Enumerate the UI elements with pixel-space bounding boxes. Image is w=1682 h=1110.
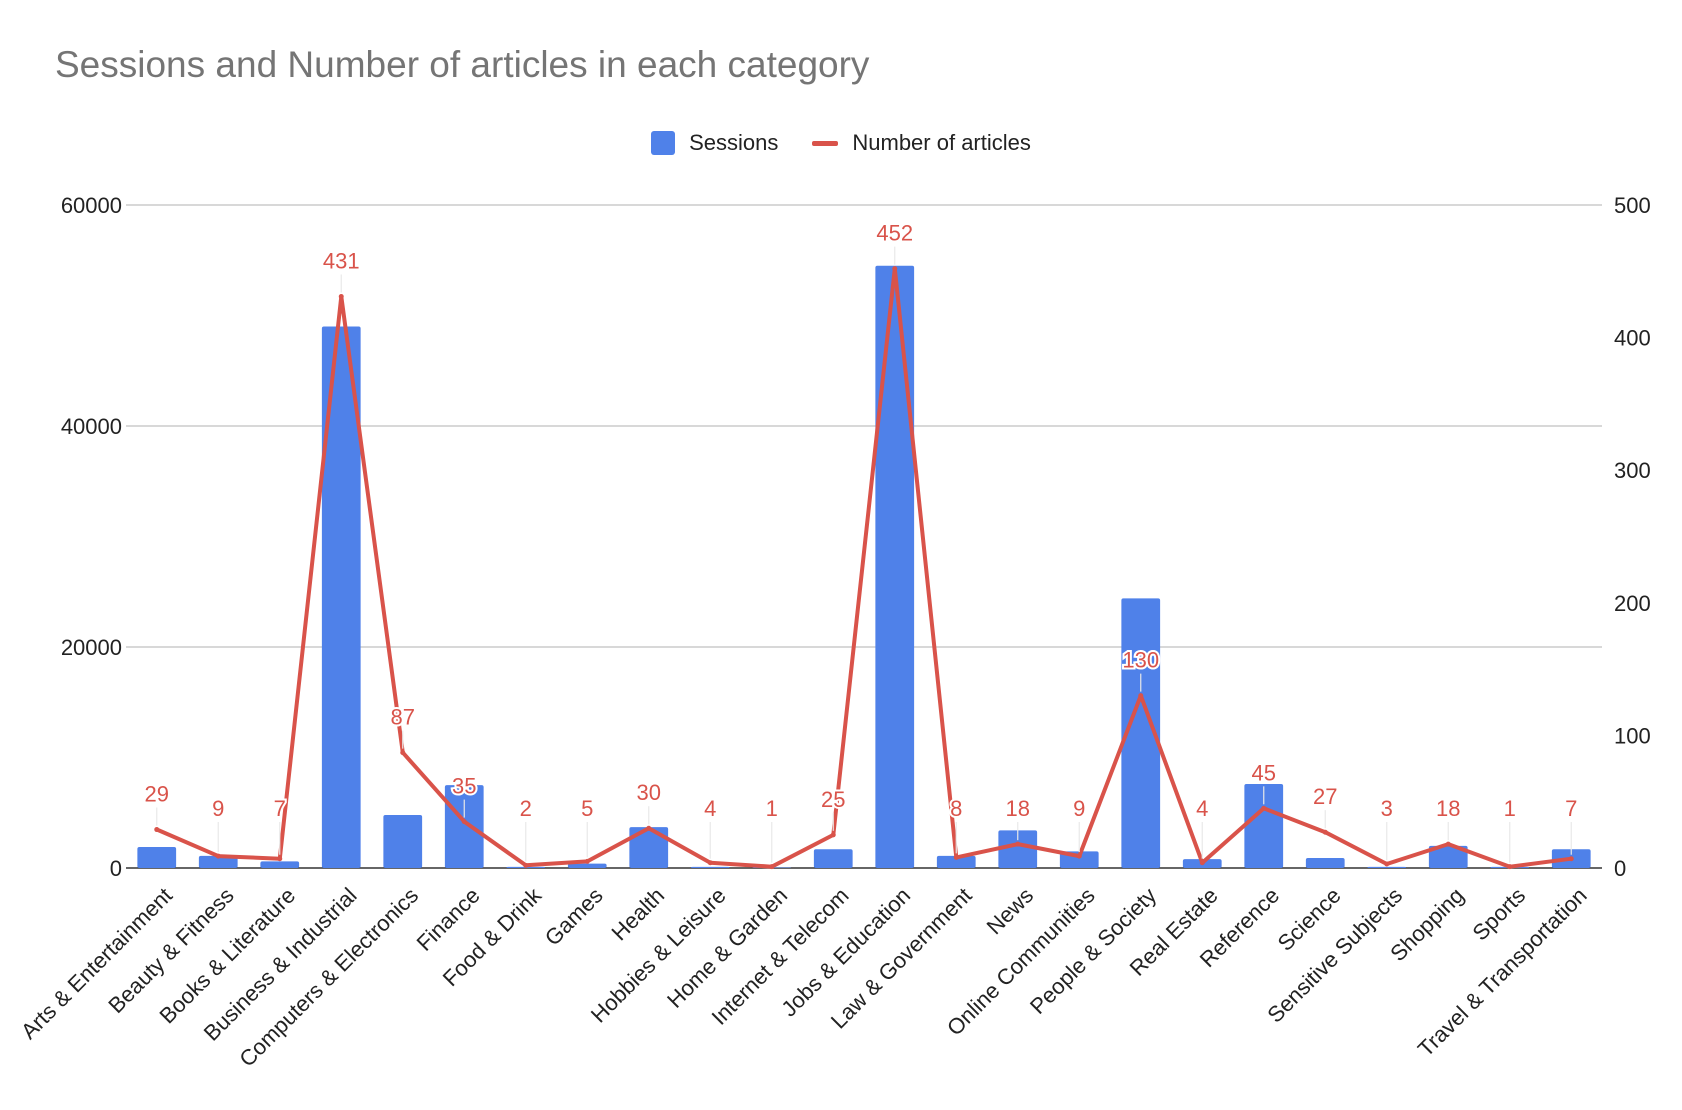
point-articles <box>1445 841 1451 847</box>
right-tick-label: 200 <box>1614 591 1651 616</box>
point-articles <box>1507 864 1513 870</box>
data-label-articles: 2 <box>520 796 532 821</box>
right-tick-label: 300 <box>1614 458 1651 483</box>
point-articles <box>523 862 529 868</box>
data-label-articles: 130 <box>1122 648 1159 673</box>
bar-sessions <box>936 855 976 868</box>
data-label-articles: 1 <box>1504 796 1516 821</box>
bar-sessions <box>1244 784 1284 868</box>
legend-label-articles: Number of articles <box>852 130 1031 155</box>
data-label-articles: 4 <box>1196 796 1208 821</box>
bar-sessions <box>1367 866 1407 868</box>
point-articles <box>1322 829 1328 835</box>
bar-sessions <box>260 861 300 868</box>
chart-title: Sessions and Number of articles in each … <box>55 44 870 85</box>
point-articles <box>277 856 283 862</box>
line-articles <box>154 266 1574 869</box>
data-label-articles: 4 <box>704 796 716 821</box>
bar-sessions <box>629 827 669 868</box>
left-tick-label: 20000 <box>61 635 122 660</box>
point-articles <box>461 819 467 825</box>
right-tick-label: 400 <box>1614 326 1651 351</box>
left-tick-label: 0 <box>110 856 122 881</box>
point-articles <box>400 750 406 756</box>
sessions-bars <box>137 265 1591 868</box>
data-label-articles: 5 <box>581 796 593 821</box>
legend-swatch-articles <box>812 140 839 146</box>
data-label-articles: 9 <box>212 796 224 821</box>
point-articles <box>892 266 898 272</box>
data-label-articles: 35 <box>452 774 476 799</box>
bar-sessions <box>198 855 238 868</box>
legend-item-articles[interactable]: Number of articles <box>812 130 1031 156</box>
bar-sessions <box>998 830 1038 868</box>
bar-sessions <box>321 326 361 868</box>
point-articles <box>584 858 590 864</box>
data-label-articles: 25 <box>821 787 845 812</box>
point-articles <box>1384 861 1390 867</box>
point-articles <box>1199 860 1205 866</box>
x-tick-label: Games <box>540 883 608 951</box>
bar-sessions <box>875 265 915 868</box>
left-tick-label: 40000 <box>61 414 122 439</box>
data-label-articles: 87 <box>391 705 415 730</box>
articles-line <box>154 266 1574 870</box>
data-label-articles: 3 <box>1381 796 1393 821</box>
bar-sessions <box>1121 598 1161 868</box>
bar-sessions <box>1305 858 1345 868</box>
point-articles <box>338 293 344 299</box>
point-articles <box>1568 856 1574 862</box>
point-articles <box>707 860 713 866</box>
point-articles <box>769 864 775 870</box>
data-label-articles: 452 <box>876 221 913 246</box>
bar-sessions <box>444 785 484 868</box>
data-label-articles: 7 <box>274 796 286 821</box>
point-articles <box>1076 853 1082 859</box>
left-axis: 0 20000 40000 60000 <box>61 193 122 881</box>
gridlines <box>126 204 1602 869</box>
point-articles <box>830 832 836 838</box>
data-label-articles: 9 <box>1073 796 1085 821</box>
point-articles <box>154 827 160 833</box>
data-label-articles: 431 <box>323 248 360 273</box>
data-label-articles: 18 <box>1436 796 1460 821</box>
right-axis: 0 100 200 300 400 500 <box>1614 193 1651 881</box>
point-articles <box>646 825 652 831</box>
bar-sessions <box>1428 845 1468 868</box>
data-label-articles: 18 <box>1006 796 1030 821</box>
right-tick-label: 100 <box>1614 723 1651 748</box>
bar-sessions <box>567 863 607 868</box>
right-tick-label: 500 <box>1614 193 1651 218</box>
data-label-articles: 29 <box>145 782 169 807</box>
point-articles <box>953 854 959 860</box>
bar-sessions <box>690 866 730 868</box>
data-label-articles: 1 <box>766 796 778 821</box>
data-label-articles: 30 <box>637 780 661 805</box>
data-label-articles: 8 <box>950 796 962 821</box>
data-label-articles: 27 <box>1313 784 1337 809</box>
point-articles <box>215 853 221 859</box>
legend: Sessions Number of articles <box>0 126 1682 160</box>
point-articles <box>1015 841 1021 847</box>
point-articles <box>1138 693 1144 699</box>
right-tick-label: 0 <box>1614 856 1626 881</box>
point-articles <box>1261 805 1267 811</box>
legend-item-sessions[interactable]: Sessions <box>651 130 778 156</box>
x-tick-label: News <box>982 883 1039 940</box>
bar-sessions <box>137 847 177 868</box>
left-tick-label: 60000 <box>61 193 122 218</box>
bar-sessions <box>383 814 423 868</box>
data-label-articles: 45 <box>1252 760 1276 785</box>
legend-swatch-sessions <box>651 131 676 155</box>
bar-sessions <box>813 849 853 868</box>
legend-label-sessions: Sessions <box>689 130 779 155</box>
data-label-articles: 7 <box>1565 796 1577 821</box>
